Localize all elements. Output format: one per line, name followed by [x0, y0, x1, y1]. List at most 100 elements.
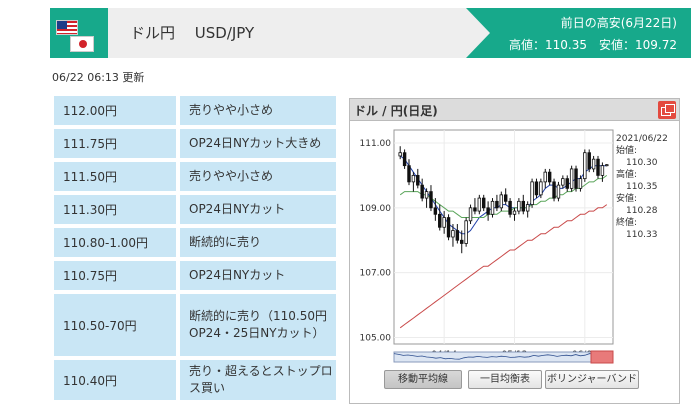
candle-body — [517, 200, 521, 212]
close-value: 110.33 — [626, 230, 658, 240]
candle-body — [490, 200, 495, 215]
high-value: 110.35 — [626, 182, 658, 192]
candle-body — [442, 217, 446, 228]
note-cell: 断続的に売り — [180, 228, 336, 257]
us-flag-icon — [56, 20, 78, 35]
y-tick-label: 107.00 — [360, 269, 392, 279]
prev-day-title: 前日の高安(6月22日) — [560, 16, 677, 30]
candle-body — [460, 239, 464, 244]
candle-body — [503, 194, 508, 202]
candle-body — [600, 165, 605, 176]
high-label: 高値: — [616, 170, 638, 180]
candle-body — [477, 197, 482, 212]
price-cell: 112.00円 — [54, 96, 176, 125]
candle-body — [433, 207, 438, 215]
popout-window-icon[interactable] — [658, 101, 676, 119]
plot-area — [393, 129, 614, 345]
candle-body — [561, 178, 565, 186]
table-row: 112.00円 売りやや小さめ — [54, 96, 336, 125]
page-title: ドル円 USD/JPY — [130, 24, 255, 42]
table-row: 111.75円 OP24日NYカット大きめ — [54, 129, 336, 158]
candle-body — [512, 210, 517, 215]
chart-title: ドル / 円(日足) — [354, 104, 438, 118]
open-value: 110.30 — [626, 158, 658, 168]
price-cell: 110.40円 — [54, 360, 176, 400]
note-cell: 売りやや小さめ — [180, 96, 336, 125]
y-tick-label: 111.00 — [360, 139, 392, 149]
candle-body — [556, 184, 561, 199]
candle-body — [468, 207, 473, 222]
candle-body — [473, 207, 477, 212]
close-label: 終値: — [616, 218, 638, 228]
candle-body — [446, 217, 451, 238]
y-tick-label: 105.00 — [360, 334, 392, 344]
candle-body — [530, 181, 534, 205]
candle-body — [565, 178, 569, 189]
price-cell: 110.50-70円 — [54, 294, 176, 356]
candle-body — [495, 200, 499, 209]
candle-body — [486, 207, 490, 215]
table-row: 110.50-70円 断続的に売り（110.50円 OP24・25日NYカット） — [54, 294, 339, 356]
candle-body — [411, 174, 416, 183]
table-row: 110.80-1.00円 断続的に売り — [54, 228, 336, 257]
note-cell: 売り・超えるとストップロス買い — [180, 360, 336, 400]
candle-body — [591, 158, 596, 170]
candle-body — [464, 220, 468, 244]
candle-body — [398, 152, 402, 157]
ichimoku-button[interactable]: 一目均衡表 — [468, 370, 542, 389]
note-cell: OP24日NYカット大きめ — [180, 129, 336, 158]
y-tick-label: 109.00 — [360, 204, 392, 214]
candle-body — [499, 194, 504, 209]
candle-body — [416, 174, 420, 186]
candle-body — [547, 171, 552, 183]
table-row: 111.50円 売りやや小さめ — [54, 162, 336, 191]
candle-body — [438, 213, 442, 228]
orders-table: 112.00円 売りやや小さめ 111.75円 OP24日NYカット大きめ 11… — [54, 96, 339, 404]
candle-body — [481, 197, 486, 209]
price-cell: 110.75円 — [54, 261, 176, 290]
navigator-line — [393, 353, 614, 360]
candle-body — [407, 165, 411, 183]
candle-body — [596, 158, 600, 176]
price-cell: 110.80-1.00円 — [54, 228, 176, 257]
candle-body — [539, 181, 543, 196]
candle-body — [429, 191, 433, 209]
chart-panel: ドル / 円(日足) 111.00109.00107.00105.0004/14… — [349, 98, 680, 404]
ohlc-readout: 2021/06/22 始値: 110.30 高値: 110.35 安値: 110… — [616, 133, 668, 241]
table-row: 111.30円 OP24日NYカット — [54, 195, 336, 224]
moving-average-button[interactable]: 移動平均線 — [384, 370, 462, 389]
note-cell: 売りやや小さめ — [180, 162, 336, 191]
bollinger-button[interactable]: ボリンジャーバンド — [545, 370, 639, 389]
price-cell: 111.50円 — [54, 162, 176, 191]
table-row: 110.75円 OP24日NYカット — [54, 261, 336, 290]
price-cell: 111.30円 — [54, 195, 176, 224]
ma-line-ma-mid — [399, 174, 608, 218]
low-value: 110.28 — [626, 206, 658, 216]
open-label: 始値: — [616, 146, 638, 156]
ma-line-ma-long — [399, 204, 608, 329]
candle-body — [552, 181, 556, 199]
candle-body — [508, 200, 512, 215]
price-cell: 111.75円 — [54, 129, 176, 158]
candle-body — [578, 178, 583, 189]
candle-body — [420, 184, 424, 199]
candle-body — [587, 152, 591, 170]
candle-body — [451, 230, 455, 238]
navigator-handle — [590, 350, 614, 364]
candle-body — [574, 168, 578, 189]
table-row: 110.40円 売り・超えるとストップロス買い — [54, 360, 336, 400]
candle-body — [583, 152, 587, 180]
candle-body — [534, 181, 539, 196]
prev-day-values: 高値：110.35 安値：109.72 — [509, 38, 677, 52]
candle-body — [521, 200, 525, 212]
candle-body — [605, 164, 609, 167]
prev-day-box: 前日の高安(6月22日) 高値：110.35 安値：109.72 — [490, 8, 691, 58]
candle-body — [569, 168, 574, 189]
candle-body — [455, 230, 460, 241]
low-label: 安値: — [616, 194, 638, 204]
chart-header: ドル / 円(日足) — [350, 99, 679, 121]
flags-box — [50, 8, 108, 58]
candle-body — [424, 191, 429, 199]
candle-body — [525, 204, 530, 212]
